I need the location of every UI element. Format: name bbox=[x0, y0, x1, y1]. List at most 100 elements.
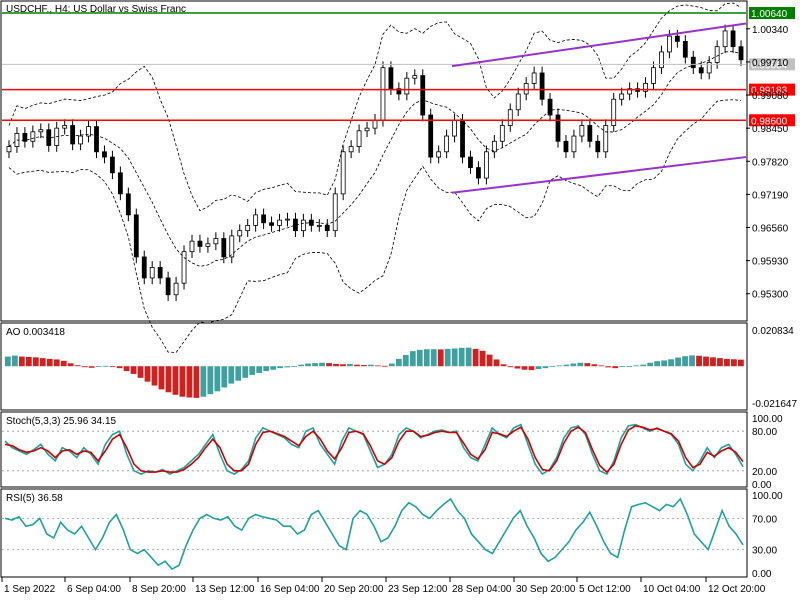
ao-bar bbox=[291, 366, 298, 368]
candle-body bbox=[348, 146, 354, 153]
price-layer bbox=[2, 2, 747, 353]
ao-panel-title: AO 0.003418 bbox=[6, 327, 65, 338]
candle-body bbox=[730, 30, 736, 48]
ao-bar bbox=[319, 362, 325, 367]
ao-bar bbox=[556, 365, 563, 367]
ao-bar bbox=[11, 355, 18, 367]
ao-bar bbox=[39, 358, 46, 367]
ao-layer bbox=[5, 347, 744, 398]
ao-bar bbox=[298, 364, 304, 367]
price-ytick-label: 0.97190 bbox=[752, 190, 789, 201]
ao-bar bbox=[102, 365, 109, 367]
ao-bar bbox=[256, 366, 263, 373]
stoch-ytick-label: 100.00 bbox=[752, 414, 783, 425]
candle-body bbox=[444, 135, 450, 153]
ao-bar bbox=[116, 366, 123, 369]
candle-body bbox=[659, 51, 664, 69]
xtick-label: 8 Sep 20:00 bbox=[132, 584, 186, 595]
xtick-label: 13 Sep 12:00 bbox=[195, 584, 255, 595]
ao-bar bbox=[375, 365, 381, 367]
ao-bar bbox=[354, 364, 360, 367]
candle-body bbox=[324, 224, 330, 232]
candle-body bbox=[117, 172, 123, 195]
ao-bar bbox=[619, 366, 626, 368]
stoch-series-line-0 bbox=[4, 423, 744, 476]
candle-body bbox=[667, 35, 672, 53]
ao-bar bbox=[165, 366, 172, 393]
candle-body bbox=[651, 67, 656, 84]
ao-bar bbox=[535, 366, 542, 370]
level-tag: 1.00640 bbox=[751, 9, 788, 20]
candle-body bbox=[364, 127, 370, 132]
candle-body bbox=[539, 72, 545, 100]
axis-layer: 1.00640 0.99664 0.99183 0.98600 1.00340 0.997… bbox=[1, 7, 797, 595]
channel-upper-line bbox=[451, 22, 747, 68]
ao-bar bbox=[500, 364, 507, 367]
stoch-series-line-1 bbox=[4, 425, 744, 474]
ao-bar bbox=[214, 366, 221, 392]
candle-body bbox=[261, 214, 267, 224]
stoch-ytick-label: 80.00 bbox=[752, 427, 777, 438]
ao-bar bbox=[640, 364, 647, 367]
ao-bar bbox=[277, 366, 284, 369]
upper-band bbox=[8, 2, 742, 212]
candle-body bbox=[372, 119, 378, 129]
ao-bar bbox=[200, 366, 207, 397]
ao-bar bbox=[32, 357, 39, 367]
ao-bar bbox=[451, 348, 458, 367]
ao-bar bbox=[60, 360, 67, 367]
candle-body bbox=[619, 93, 625, 100]
stoch-layer bbox=[2, 423, 746, 476]
xtick-label: 1 Sep 2022 bbox=[4, 584, 56, 595]
candle-body bbox=[22, 133, 28, 142]
ao-bar bbox=[179, 366, 186, 397]
price-ytick-label: 0.95300 bbox=[752, 290, 789, 301]
ao-bar bbox=[340, 364, 346, 367]
xtick-label: 12 Oct 20:00 bbox=[708, 584, 766, 595]
ao-bar bbox=[388, 363, 395, 367]
ao-bar bbox=[284, 366, 291, 368]
candle-body bbox=[452, 119, 457, 137]
xtick-label: 6 Sep 04:00 bbox=[67, 584, 121, 595]
ao-bar bbox=[626, 366, 633, 368]
candle-body bbox=[515, 93, 521, 111]
ao-bar bbox=[333, 363, 339, 367]
ao-bar bbox=[25, 356, 32, 367]
ao-bar bbox=[458, 347, 465, 367]
candle-body bbox=[643, 83, 648, 92]
ao-bar bbox=[731, 359, 737, 367]
price-panel-frame bbox=[0, 0, 748, 322]
ao-bar bbox=[395, 358, 402, 367]
ao-bar bbox=[74, 365, 81, 367]
ao-bar bbox=[109, 366, 116, 368]
rsi-ytick-label: 30.00 bbox=[752, 546, 777, 557]
ao-bar bbox=[368, 364, 374, 367]
lower-band bbox=[8, 99, 742, 353]
middle-band bbox=[8, 50, 742, 267]
candle-body bbox=[149, 267, 155, 279]
candle-body bbox=[722, 30, 728, 48]
rsi-layer bbox=[2, 497, 746, 571]
ao-bar bbox=[738, 359, 744, 367]
level-tag-bg bbox=[749, 114, 795, 127]
ao-bar bbox=[193, 366, 200, 398]
stoch-panel-title: Stoch(5,3,3) 25.96 34.15 bbox=[6, 416, 117, 427]
ao-bar bbox=[312, 363, 318, 367]
candle-body bbox=[627, 88, 633, 95]
candle-body bbox=[690, 56, 696, 69]
ao-bar bbox=[549, 366, 556, 368]
ao-bar bbox=[577, 362, 584, 367]
candle-body bbox=[110, 156, 115, 174]
candle-body bbox=[603, 125, 609, 153]
candle-body bbox=[213, 238, 219, 245]
candle-body bbox=[205, 243, 211, 247]
price-ytick-label: 0.95930 bbox=[752, 257, 789, 268]
ao-bar bbox=[654, 361, 661, 367]
ao-bar bbox=[347, 363, 353, 367]
level-tag: 0.99183 bbox=[751, 86, 788, 97]
ao-bar bbox=[221, 366, 228, 388]
ao-bar bbox=[249, 366, 256, 375]
candle-body bbox=[173, 282, 179, 296]
candle-body bbox=[507, 109, 513, 126]
candle-body bbox=[555, 114, 561, 142]
